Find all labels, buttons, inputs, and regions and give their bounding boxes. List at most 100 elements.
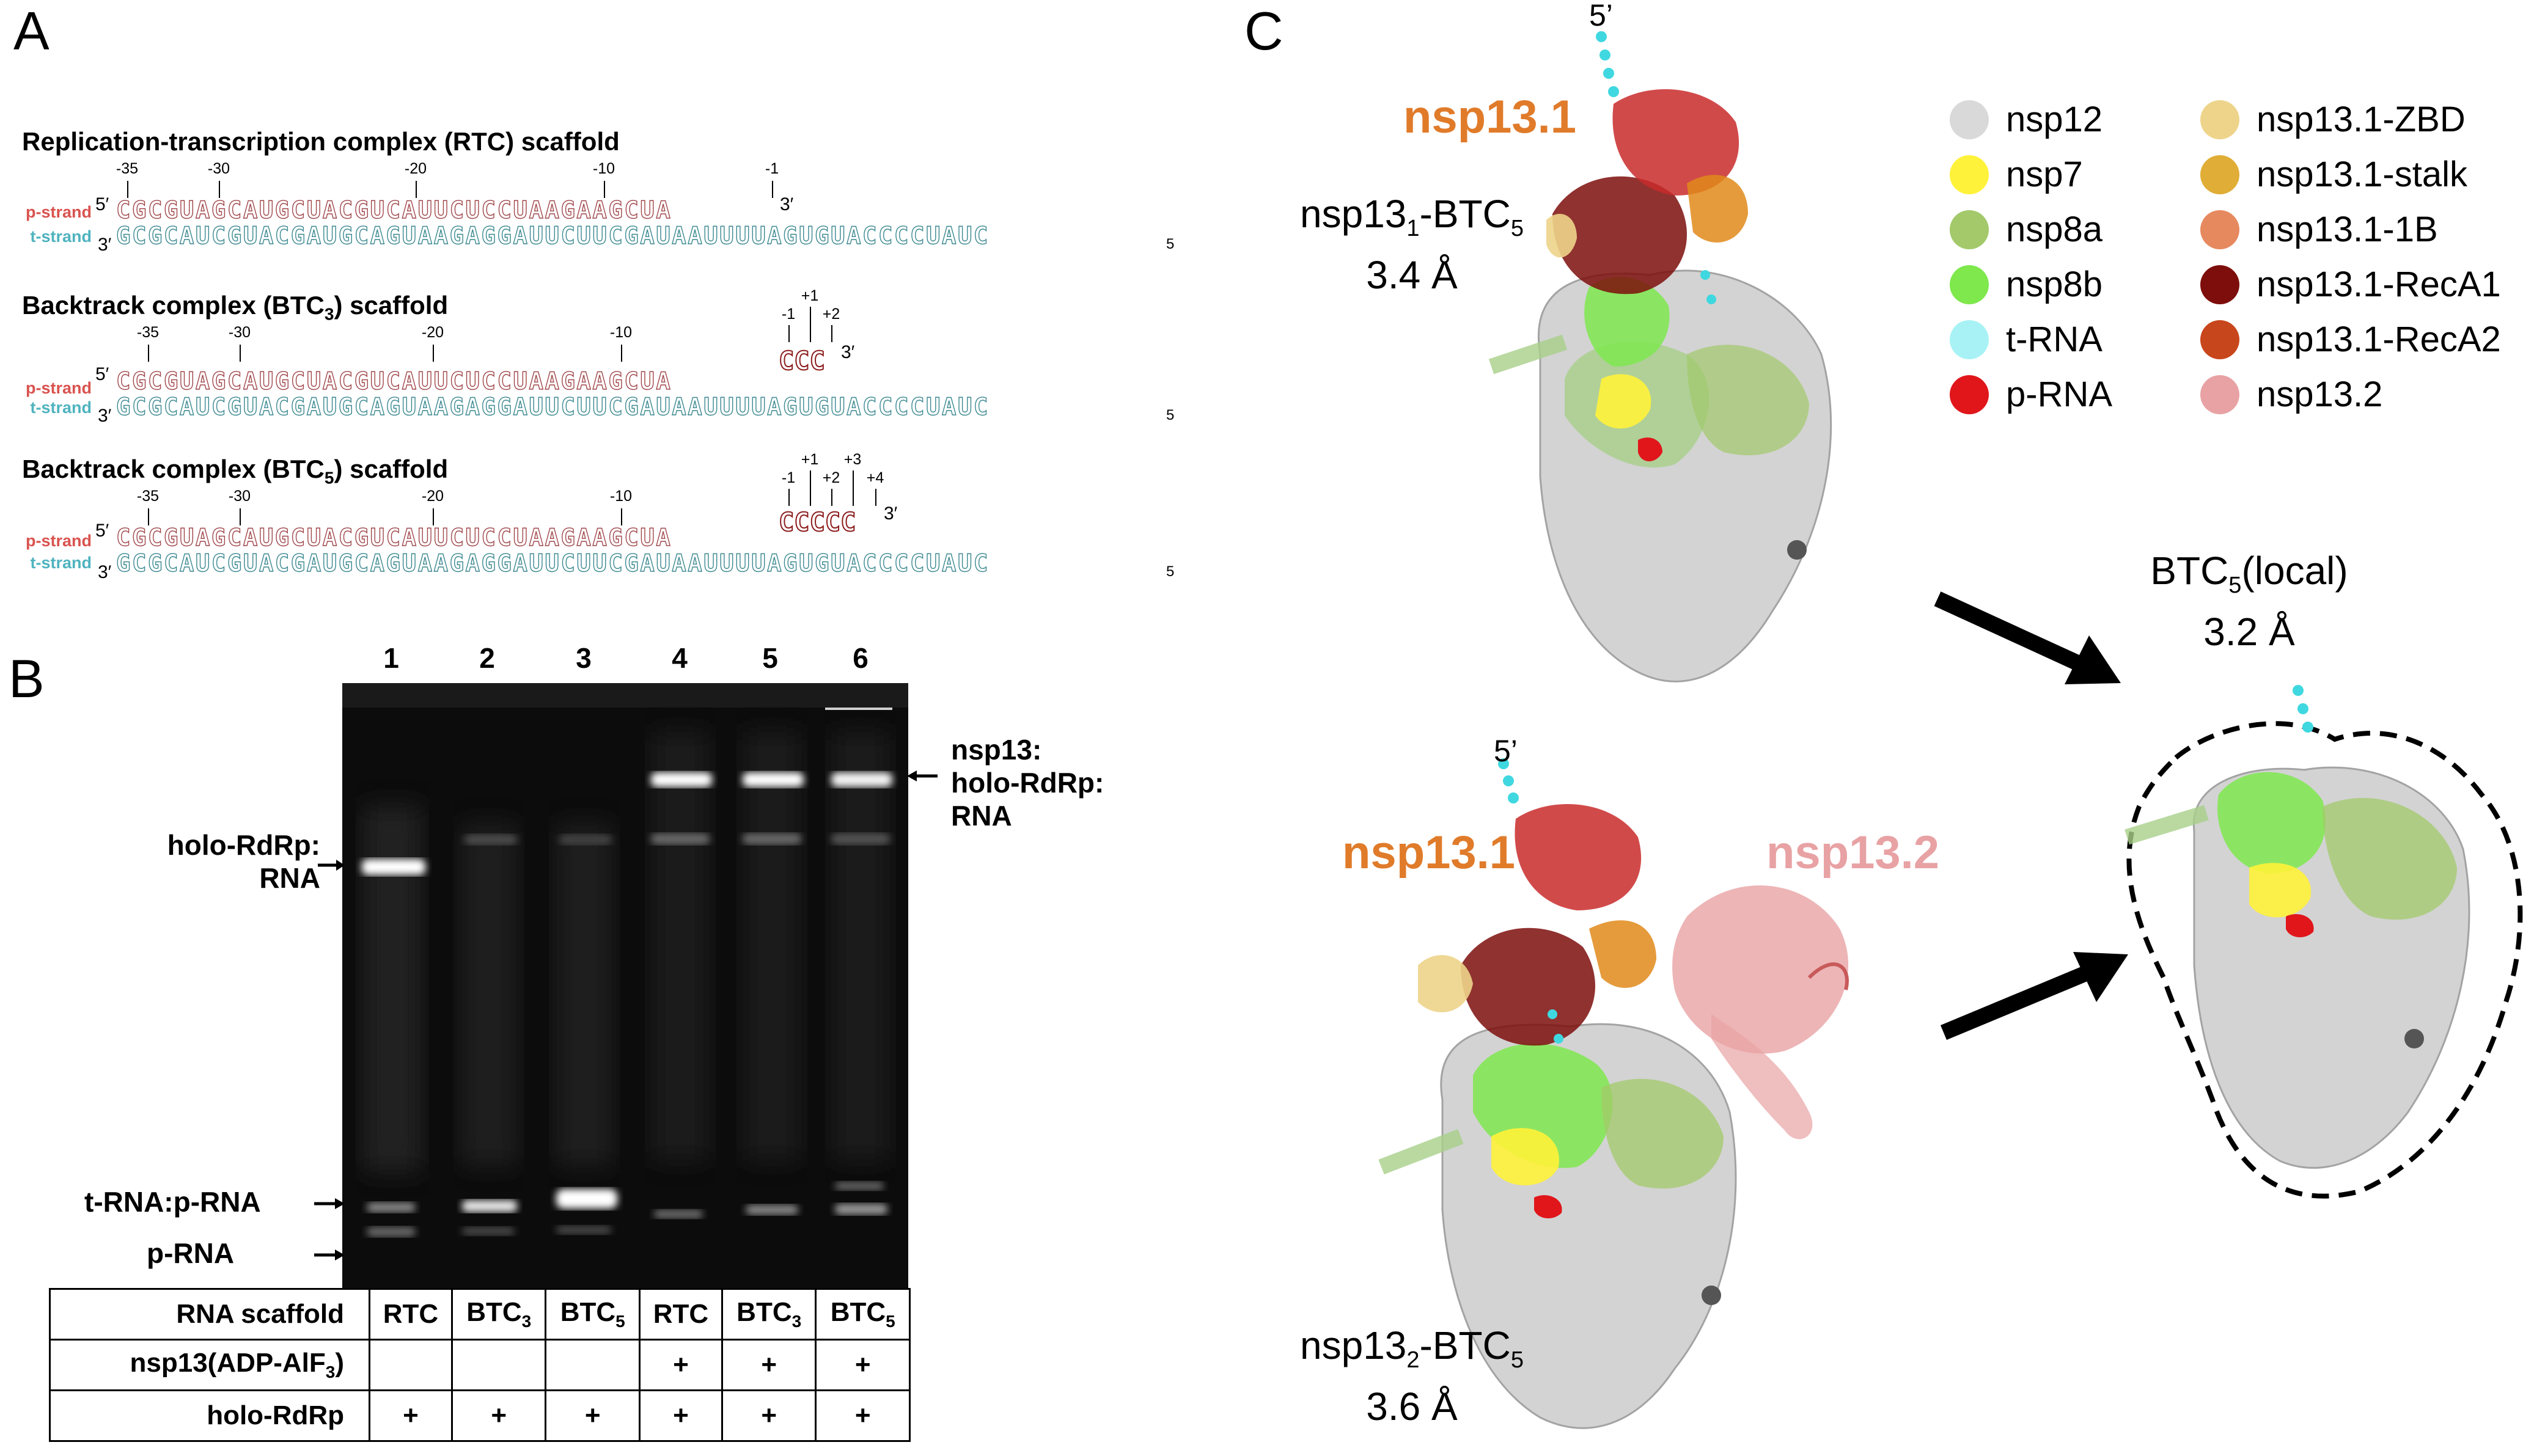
arrow-icon [1934, 591, 2121, 684]
position-tick [433, 508, 434, 525]
legend-swatch [1950, 210, 1989, 249]
conditions-table: RNA scaffold RTC BTC3 BTC5 RTC BTC3 BTC5… [49, 1288, 911, 1442]
prime-label: 5′ [95, 521, 109, 541]
backtrack-extension: CCCCC [778, 507, 856, 538]
gel-image [342, 683, 908, 1288]
position-label: -20 [404, 160, 427, 177]
row-label-holo-rdrp: holo-RdRp [49, 1389, 370, 1442]
table-cell: RTC [638, 1288, 723, 1341]
position-tick [604, 181, 605, 198]
table-cell [545, 1339, 641, 1391]
position-label: -1 [781, 305, 796, 323]
legend-label: nsp13.1-ZBD [2257, 100, 2466, 139]
prime-label: 5′ [95, 194, 109, 214]
table-cell: RTC [369, 1288, 453, 1341]
table-cell: + [721, 1339, 817, 1391]
trna-prna-label: t-RNA:p-RNA [84, 1186, 261, 1218]
p-strand-label: p-strand [26, 532, 92, 550]
position-tick [810, 307, 811, 342]
table-row: nsp13(ADP-AlF3) + + + [49, 1339, 911, 1391]
position-tick [148, 345, 149, 362]
five-prime-label: 5’ [1494, 734, 1518, 768]
legend-item: nsp7 [1950, 154, 2083, 195]
table-cell: + [815, 1389, 911, 1442]
nsp13-holo-rdrp-rna-label: nsp13: holo-RdRp: RNA [951, 734, 1104, 832]
position-label: -1 [765, 160, 779, 177]
panel-label-b: B [9, 648, 45, 709]
position-tick [219, 181, 220, 198]
legend-item: nsp8a [1950, 209, 2102, 250]
legend-swatch [2200, 320, 2239, 359]
nsp13-1-label: nsp13.1 [1403, 91, 1577, 143]
position-tick [240, 508, 241, 525]
t-strand-sequence: GCGCAUCGUACGAUGCAGUAAGAGGAUUCUUCGAUAAUUU… [116, 549, 990, 577]
legend-swatch [2200, 375, 2239, 414]
prime-label: 3′ [98, 406, 112, 426]
arrow-icon [314, 1249, 345, 1260]
row-label-nsp13: nsp13(ADP-AlF3) [49, 1339, 370, 1391]
prna-label: p-RNA [147, 1237, 235, 1269]
structure-nsp13-1-btc5 [1488, 31, 1832, 682]
position-tick [831, 489, 832, 506]
position-label: -35 [136, 488, 160, 505]
panel-label-a: A [13, 1, 50, 61]
position-tick [621, 345, 622, 362]
position-tick [127, 181, 128, 198]
p-strand-sequence: CGCGUAGCAUGCUACGUCAUUCUCCUAAGAAGCUA [116, 196, 672, 224]
arrow-icon [318, 860, 345, 871]
lane-number: 2 [479, 642, 495, 674]
position-label: +1 [801, 287, 819, 304]
scaffold-title-btc5: Backtrack complex (BTC5) scaffold [22, 455, 449, 488]
position-tick [831, 325, 832, 342]
local-map-caption: BTC5(local) 3.2 Å [2150, 549, 2348, 654]
position-label: +4 [866, 469, 884, 486]
legend-item: p-RNA [1950, 374, 2112, 415]
position-label: -1 [781, 469, 796, 486]
table-cell: + [545, 1389, 641, 1442]
legend-label: t-RNA [2006, 320, 2102, 359]
legend-swatch [1950, 320, 1989, 359]
legend-label: nsp13.1-1B [2257, 210, 2438, 249]
table-row: holo-RdRp + + + + + + [49, 1389, 911, 1442]
legend-item: nsp13.2 [2200, 374, 2382, 415]
legend-item: nsp13.1-stalk [2200, 154, 2467, 195]
table-cell: BTC3 [721, 1288, 817, 1341]
position-tick [853, 470, 854, 506]
prime-label: 3′ [841, 342, 855, 362]
legend-label: nsp7 [2006, 155, 2083, 194]
position-tick [416, 181, 417, 198]
legend-swatch [2200, 265, 2239, 304]
backtrack-extension: CCC [778, 345, 826, 376]
table-cell: BTC5 [545, 1288, 641, 1341]
legend-label: nsp13.1-stalk [2257, 155, 2467, 194]
position-tick [772, 181, 773, 198]
position-tick [788, 489, 790, 506]
table-cell: BTC5 [815, 1288, 911, 1341]
legend-item: t-RNA [1950, 319, 2102, 360]
position-label: -10 [609, 324, 633, 341]
legend-item: nsp13.1-RecA2 [2200, 319, 2501, 360]
lane-number: 1 [383, 642, 399, 674]
legend-label: nsp8a [2006, 210, 2103, 249]
table-cell: + [450, 1389, 547, 1442]
t-strand-label: t-strand [30, 554, 92, 572]
legend-swatch [2200, 155, 2239, 194]
t-strand-sequence: GCGCAUCGUACGAUGCAGUAAGAGGAUUCUUCGAUAAUUU… [116, 222, 990, 250]
position-label: +2 [822, 305, 840, 323]
position-label: +2 [822, 469, 840, 486]
position-label: +3 [843, 451, 862, 468]
table-cell: + [638, 1339, 723, 1391]
p-strand-label: p-strand [26, 203, 92, 221]
position-tick [240, 345, 241, 362]
lane-number: 4 [672, 642, 688, 674]
legend-label: nsp13.1-RecA2 [2257, 320, 2501, 359]
structure-btc5-local [2125, 685, 2523, 1199]
p-strand-sequence: CGCGUAGCAUGCUACGUCAUUCUCCUAAGAAGCUA [116, 367, 672, 395]
legend-swatch [1950, 265, 1989, 304]
position-tick [810, 470, 811, 506]
position-label: -30 [228, 488, 251, 505]
legend-item: nsp12 [1950, 99, 2102, 140]
table-cell: + [638, 1389, 723, 1442]
t-strand-sequence: GCGCAUCGUACGAUGCAGUAAGAGGAUUCUUCGAUAAUUU… [116, 393, 990, 421]
bottom-structure-caption: nsp132-BTC5 3.6 Å [1300, 1323, 1524, 1429]
